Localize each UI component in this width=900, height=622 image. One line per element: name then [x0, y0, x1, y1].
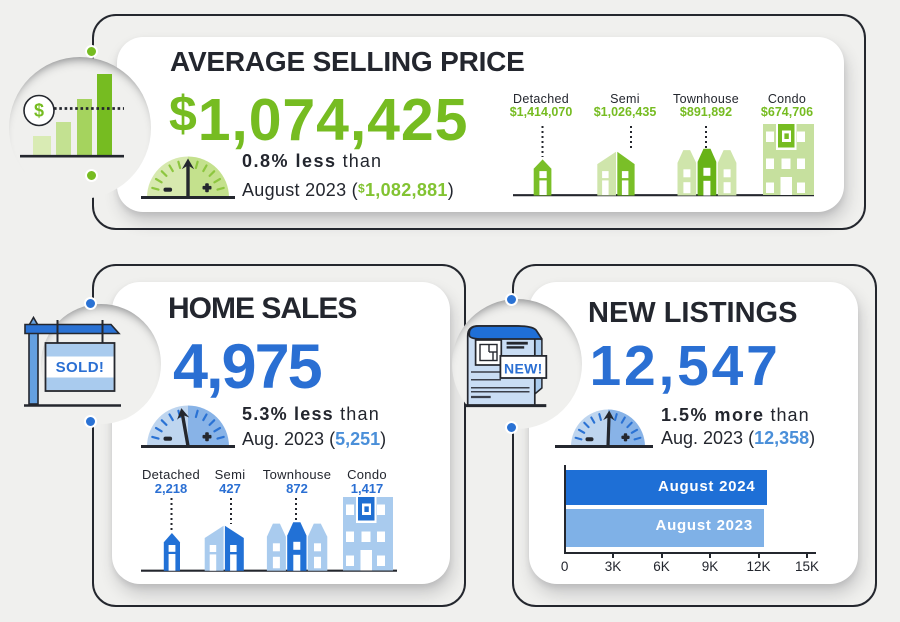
svg-text:$: $ [34, 101, 44, 121]
svg-text:NEW!: NEW! [504, 360, 543, 376]
svg-text:SOLD!: SOLD! [56, 359, 105, 376]
